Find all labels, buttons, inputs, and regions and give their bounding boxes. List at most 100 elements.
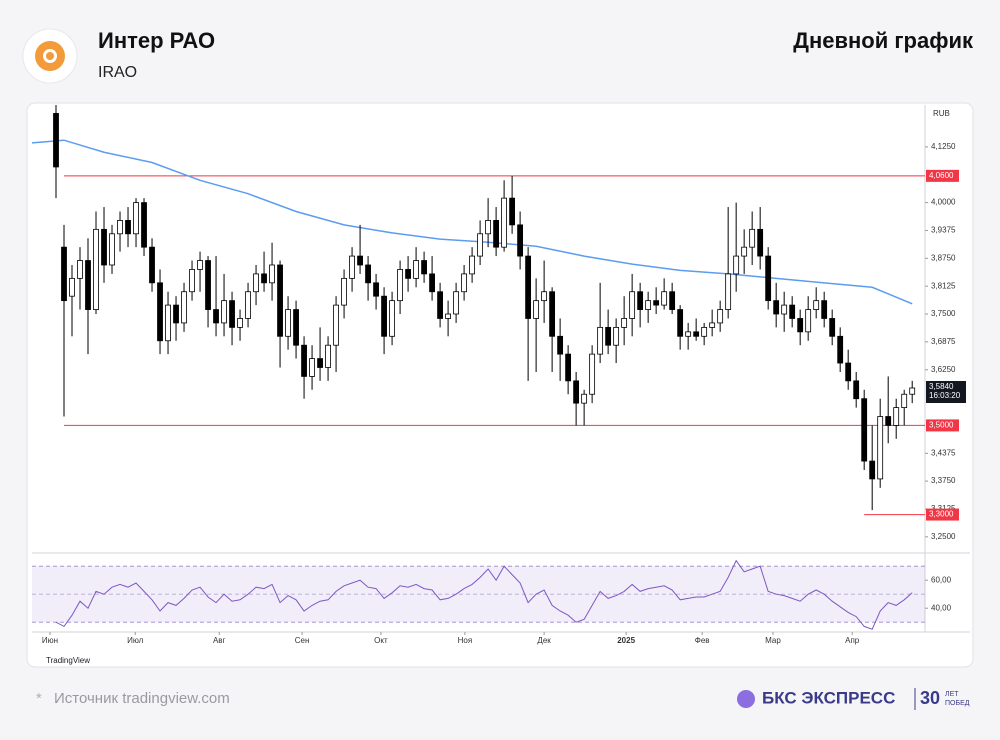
x-tick-label: Июн	[42, 636, 58, 645]
candle-body	[597, 326, 604, 355]
candle-body	[813, 300, 820, 310]
company-name: Интер РАО	[98, 28, 215, 53]
candle-body	[541, 291, 548, 302]
candle-body	[453, 291, 459, 315]
candle-body	[893, 407, 900, 426]
candle-body	[149, 246, 155, 284]
candle-body	[701, 326, 708, 337]
candle-body	[685, 331, 692, 337]
candle-body	[853, 380, 860, 400]
candle-body	[837, 335, 844, 364]
candle-body	[613, 326, 620, 346]
candle-body	[709, 322, 716, 328]
candle-body	[605, 326, 612, 346]
candle-body	[245, 291, 251, 319]
rsi-tick-label: 40,00	[931, 603, 952, 612]
candle-body	[549, 291, 556, 337]
y-tick-label: 3,8125	[931, 281, 956, 290]
last-price: 3,5840	[929, 382, 954, 391]
candle-body	[845, 362, 852, 382]
level-label-box	[926, 508, 959, 521]
candle-body	[485, 220, 492, 235]
candle-body	[405, 269, 411, 279]
candle-body	[829, 318, 836, 337]
x-tick-label: Окт	[374, 636, 388, 645]
candle-body	[205, 260, 211, 310]
candle-body	[117, 220, 123, 235]
ticker: IRAO	[98, 64, 137, 81]
candle-body	[573, 380, 580, 404]
candle-body	[133, 202, 139, 235]
level-label: 4,0600	[929, 171, 954, 180]
candle-body	[357, 255, 363, 266]
candle-body	[565, 353, 572, 382]
candle-body	[645, 300, 652, 310]
candle-body	[869, 460, 876, 480]
candle-body	[629, 291, 636, 319]
asterisk: *	[36, 690, 42, 707]
candle-body	[125, 220, 131, 235]
brand-years: 30	[920, 688, 940, 708]
candle-body	[365, 264, 371, 284]
y-tick-label: 3,6875	[931, 337, 956, 346]
y-tick-label: 3,6250	[931, 365, 956, 374]
candle-body	[693, 331, 700, 337]
logo	[22, 28, 78, 84]
candle-body	[229, 300, 235, 328]
candle-body	[789, 304, 796, 319]
rsi-tick-label: 60,00	[931, 575, 952, 584]
candle-body	[677, 309, 684, 337]
brand-logo	[737, 690, 755, 708]
candle-body	[885, 416, 892, 426]
candle-body	[589, 353, 596, 395]
candle-body	[109, 233, 115, 266]
candle-body	[669, 291, 676, 310]
source: Источник tradingview.com	[54, 690, 230, 707]
y-tick-label: 3,3750	[931, 476, 956, 485]
candle-body	[349, 255, 355, 279]
candle-body	[413, 260, 419, 279]
y-tick-label: 4,0000	[931, 198, 956, 207]
candle-body	[101, 228, 107, 266]
candle-body	[757, 228, 764, 257]
candle-body	[749, 228, 756, 248]
candle-body	[221, 300, 227, 324]
candle-body	[517, 224, 524, 257]
level-label-box	[926, 419, 959, 432]
candle-body	[637, 291, 644, 310]
candle-body	[773, 300, 780, 315]
x-tick-label: 2025	[617, 636, 635, 645]
candle-body	[765, 255, 772, 302]
candle-body	[509, 197, 516, 226]
candle-body	[301, 344, 307, 377]
candle-body	[877, 416, 884, 480]
candle-body	[293, 309, 299, 346]
candle-body	[533, 300, 540, 319]
y-tick-label: 3,9375	[931, 226, 956, 235]
chart-kind: Дневной график	[793, 28, 974, 53]
x-tick-label: Сен	[295, 636, 310, 645]
candle-body	[557, 335, 564, 355]
candle-body	[181, 291, 187, 324]
candle-body	[901, 393, 908, 409]
candle-body	[733, 255, 740, 275]
candle-body	[61, 246, 67, 302]
candle-body	[909, 387, 916, 395]
candle-body	[389, 300, 395, 337]
candle-body	[477, 233, 484, 257]
x-tick-label: Мар	[765, 636, 781, 645]
candle-body	[421, 260, 427, 275]
timer: 16:03:20	[929, 391, 961, 400]
level-label-box	[926, 169, 959, 182]
candle-body	[445, 313, 451, 319]
candle-body	[469, 255, 475, 275]
candle-body	[269, 264, 275, 284]
candle-body	[741, 246, 748, 257]
candle-body	[261, 273, 267, 284]
candle-body	[805, 309, 812, 333]
x-tick-label: Июл	[127, 636, 144, 645]
candle-body	[717, 309, 724, 324]
candle-body	[333, 304, 339, 346]
x-tick-label: Фев	[695, 636, 710, 645]
